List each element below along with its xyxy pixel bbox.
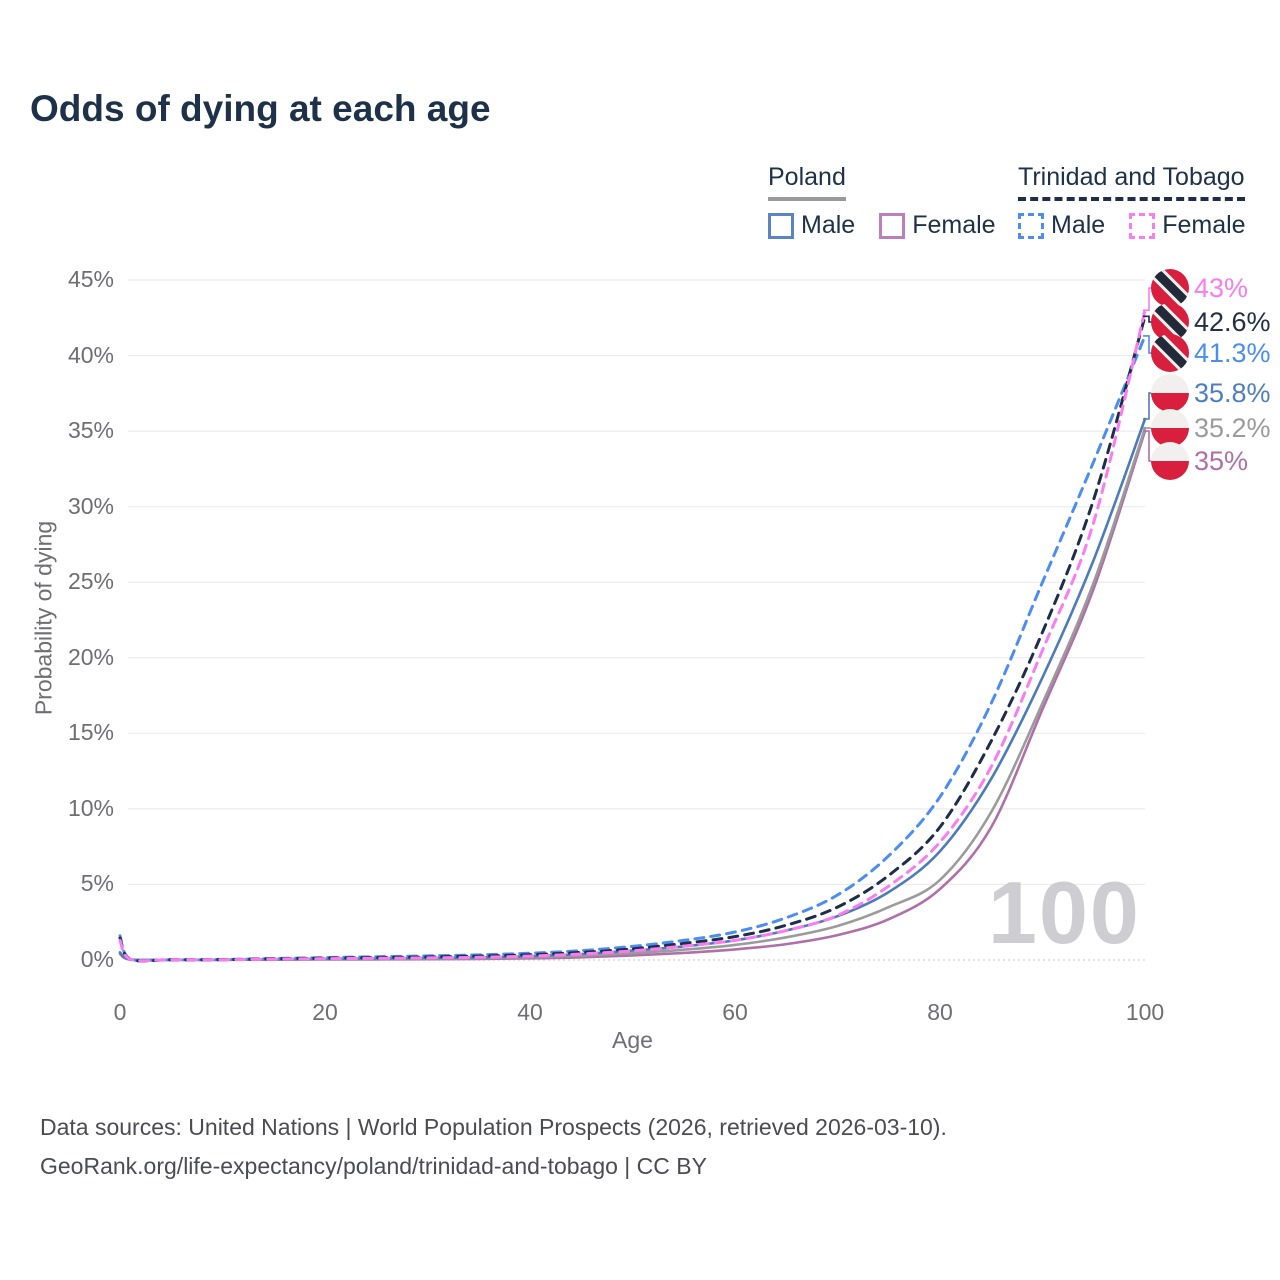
end-value-text: 35.2% [1194,412,1271,443]
x-axis-title: Age [612,1027,653,1053]
y-tick-label: 40% [67,341,114,368]
legend-label: Male [1051,211,1106,239]
legend-poland-title: Poland [768,163,846,201]
x-tick-label: 80 [927,999,953,1025]
y-tick-label: 15% [67,719,114,746]
tt-male-swatch-icon [1018,212,1044,239]
end-label-tt_combined[interactable]: 42.6% [1151,303,1271,341]
age-watermark: 100 [988,863,1141,962]
poland-flag-icon [1151,442,1189,480]
y-tick-label: 30% [67,492,114,519]
end-value-text: 41.3% [1194,337,1271,368]
end-label-poland_combined[interactable]: 35.2% [1151,409,1271,447]
line-chart-plot [118,279,1153,963]
trinidad-and-tobago-flag-icon [1151,303,1189,341]
legend-trinidad-and-tobago: Trinidad and Tobago Male Female [1018,163,1246,240]
series-line-tt_female[interactable] [118,308,1147,963]
y-tick-label: 35% [67,417,114,444]
legend-label: Female [912,211,996,239]
legend-tt-items: Male Female [1018,211,1246,240]
end-label-poland_male[interactable]: 35.8% [1151,374,1271,412]
y-tick-label: 10% [67,794,114,821]
legend-tt-title: Trinidad and Tobago [1018,163,1245,201]
trinidad-and-tobago-flag-icon [1151,269,1189,307]
tt-female-swatch-icon [1129,212,1156,239]
end-label-tt_female[interactable]: 43% [1151,269,1248,307]
x-tick-label: 100 [1125,999,1165,1025]
page-title: Odds of dying at each age [30,88,491,129]
y-tick-label: 25% [67,568,114,595]
poland-male-swatch-icon [768,212,794,239]
y-tick-label: 45% [67,266,114,292]
x-tick-label: 40 [517,999,543,1025]
legend-label: Male [801,211,856,239]
end-label-poland_female[interactable]: 35% [1151,442,1248,480]
legend-item-poland-male[interactable]: Male [768,211,855,240]
end-value-text: 43% [1194,272,1249,303]
attribution-line: GeoRank.org/life-expectancy/poland/trini… [40,1153,707,1179]
trinidad-and-tobago-flag-icon [1151,334,1189,372]
y-tick-label: 0% [80,946,114,972]
x-tick-label: 60 [722,999,748,1025]
legend-item-tt-female[interactable]: Female [1129,211,1246,240]
end-value-text: 35.8% [1194,377,1271,408]
y-tick-label: 5% [80,870,114,897]
data-sources-line: Data sources: United Nations | World Pop… [40,1114,947,1140]
poland-female-swatch-icon [879,212,906,239]
footer: Data sources: United Nations | World Pop… [40,1108,947,1186]
legend-item-tt-male[interactable]: Male [1018,211,1105,240]
poland-flag-icon [1151,374,1189,412]
end-label-tt_male[interactable]: 41.3% [1151,334,1271,372]
legend-item-poland-female[interactable]: Female [879,211,996,240]
x-tick-label: 20 [312,999,338,1025]
legend-label: Female [1162,211,1246,239]
y-axis-title: Probability of dying [30,520,57,716]
series-line-tt_combined[interactable] [118,314,1147,963]
end-value-text: 42.6% [1194,306,1271,337]
legend-poland-items: Male Female [768,211,996,240]
y-tick-label: 20% [67,643,114,670]
end-value-text: 35% [1194,445,1249,476]
x-tick-label: 0 [113,999,127,1025]
poland-flag-icon [1151,409,1189,447]
legend-poland: Poland Male Female [768,163,996,240]
